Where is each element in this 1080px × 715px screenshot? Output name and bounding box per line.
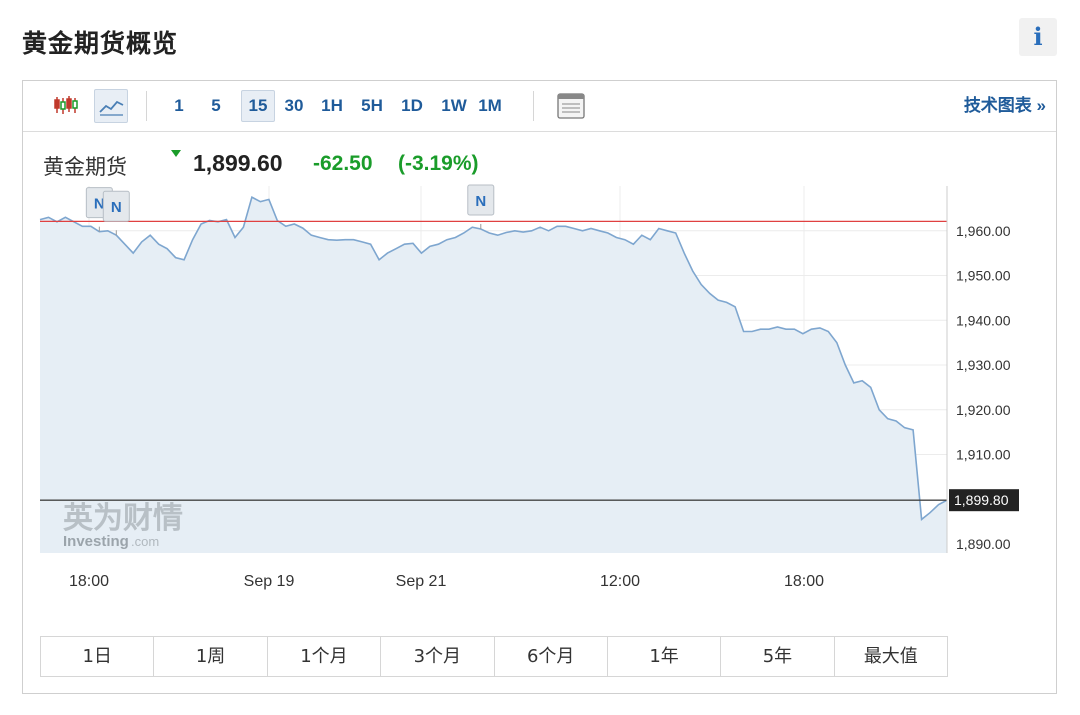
news-marker [467,184,495,216]
line-chart-icon[interactable] [94,89,128,123]
toolbar-divider [533,91,534,121]
watermark-en-suffix: .com [131,534,159,549]
last-price-box [949,489,1019,512]
range-selector: 1日 1周 1个月 3个月 6个月 1年 5年 最大值 [40,636,948,677]
interval-15[interactable]: 15 [241,90,275,122]
y-tick-label: 1,940.00 [956,312,1011,328]
table-view-icon[interactable] [554,89,588,123]
interval-5[interactable]: 5 [211,96,221,115]
price-change: -62.50 [313,152,373,175]
news-marker [102,190,130,222]
last-price: 1,899.60 [193,150,283,176]
x-tick-label: 12:00 [600,573,640,590]
candlestick-chart-icon[interactable] [49,89,83,123]
x-tick-label: Sep 19 [244,573,295,590]
range-6m[interactable]: 6个月 [495,637,608,676]
instrument-name: 黄金期货 [43,155,127,179]
info-icon[interactable]: i [1019,18,1057,56]
x-tick-label: 18:00 [784,573,824,590]
range-1d[interactable]: 1日 [41,637,155,676]
range-5y[interactable]: 5年 [721,637,835,676]
watermark-en: Investing [63,533,129,550]
interval-1[interactable]: 1 [174,96,184,115]
toolbar-divider [146,91,147,121]
down-arrow-icon [171,150,181,157]
last-price-label: 1,899.80 [954,492,1009,508]
interval-5h[interactable]: 5H [361,96,383,115]
interval-1w[interactable]: 1W [441,96,467,115]
range-1w[interactable]: 1周 [154,637,268,676]
x-tick-label: Sep 21 [396,573,447,590]
interval-30[interactable]: 30 [284,96,304,115]
series-area [40,197,947,553]
range-1m[interactable]: 1个月 [268,637,382,676]
interval-1h[interactable]: 1H [321,96,343,115]
range-1y[interactable]: 1年 [608,637,722,676]
news-marker-label: N [475,193,486,210]
y-tick-label: 1,920.00 [956,402,1011,418]
interval-1d[interactable]: 1D [401,96,423,115]
y-tick-label: 1,960.00 [956,223,1011,239]
page-title: 黄金期货概览 [22,29,179,58]
x-tick-label: 18:00 [69,573,109,590]
watermark-cn: 英为财情 [63,501,183,536]
y-tick-label: 1,910.00 [956,447,1011,463]
range-max[interactable]: 最大值 [863,646,918,667]
y-tick-label: 1,950.00 [956,268,1011,284]
range-3m[interactable]: 3个月 [381,637,495,676]
chart-toolbar: 1 5 15 30 1H 5H 1D 1W 1M 技术图表 » [23,81,1056,132]
interval-1m[interactable]: 1M [478,96,502,115]
series-line [39,196,948,521]
news-marker-label: N [111,199,122,216]
chart-widget: 1 5 15 30 1H 5H 1D 1W 1M 技术图表 » 英为财情 Investing .co… [22,80,1057,694]
news-marker-label: N [94,196,105,213]
y-tick-label: 1,890.00 [956,536,1011,552]
tech-chart-link[interactable]: 技术图表 » [963,96,1046,115]
y-tick-label: 1,930.00 [956,357,1011,373]
price-change-percent: (-3.19%) [398,152,479,175]
